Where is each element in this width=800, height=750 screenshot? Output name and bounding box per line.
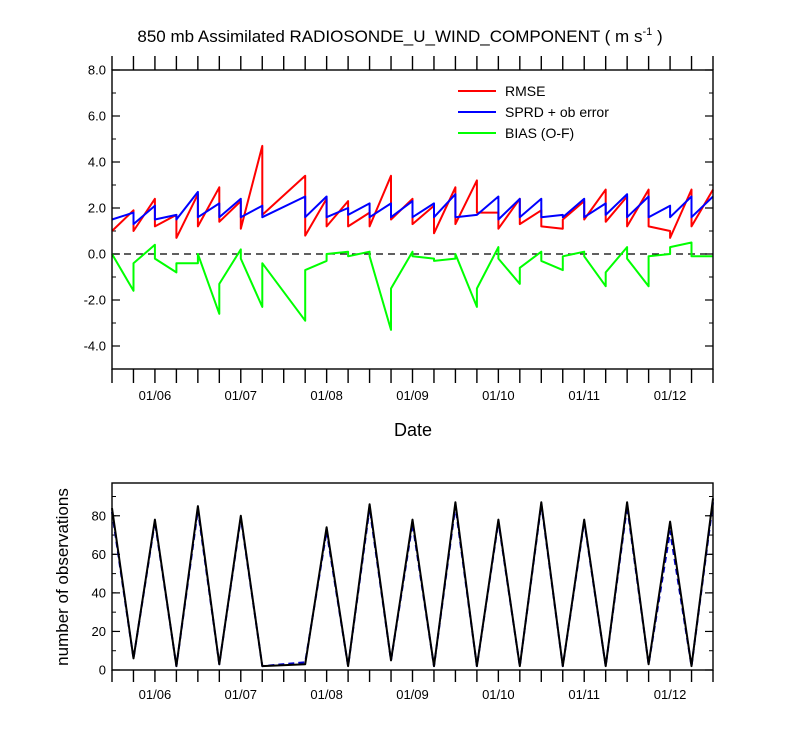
plot-frame [111,482,714,671]
y-tick-label: 40 [92,585,106,600]
chart-title: 850 mb Assimilated RADIOSONDE_U_WIND_COM… [137,26,662,46]
x-tick-label: 01/10 [482,388,515,403]
y-tick-label: 6.0 [88,109,106,124]
x-tick-label: 01/11 [568,388,600,403]
x-tick-label: 01/06 [139,687,172,702]
y-tick-label: 4.0 [88,155,106,170]
bias-series-line [111,241,713,331]
legend-label: BIAS (O-F) [505,125,574,141]
obs-possible-series-line [111,498,714,668]
y-tick-label: 0.0 [88,247,106,262]
y-tick-label: 0 [99,663,106,678]
x-tick-label: 01/12 [654,687,687,702]
x-tick-label: 01/08 [310,388,343,403]
x-tick-label: 01/11 [568,687,600,702]
top-plot: 8.0 6.0 4.0 2.0 0.0 -2.0 -4.0 01/06 01/07 01/08 01… [84,56,714,403]
y-tick-label: 2.0 [88,201,106,216]
plot-frame [111,69,714,370]
x-tick-label: 01/08 [310,687,343,702]
y-tick-label: -4.0 [84,339,106,354]
x-tick-label: 01/07 [225,388,258,403]
x-tick-label: 01/06 [139,388,172,403]
obs-used-series-line [111,502,714,668]
bottom-y-axis-title: number of observations [53,488,72,666]
y-tick-label: 60 [92,547,106,562]
top-x-axis-title: Date [394,420,432,440]
legend-label: RMSE [505,83,545,99]
bottom-plot: 0 20 40 60 80 01/06 01/07 01/08 01/09 01/10 01/11 0… [92,482,714,702]
y-tick-label: -2.0 [84,293,106,308]
top-legend: RMSE SPRD + ob error BIAS (O-F) [458,83,609,141]
x-tick-label: 01/12 [654,388,687,403]
y-tick-label: 80 [92,508,106,523]
x-tick-label: 01/09 [396,687,429,702]
y-tick-label: 20 [92,624,106,639]
x-tick-label: 01/09 [396,388,429,403]
x-tick-label: 01/07 [225,687,258,702]
x-tick-label: 01/10 [482,687,515,702]
legend-label: SPRD + ob error [505,104,609,120]
sprd-series-line [111,190,714,226]
y-tick-label: 8.0 [88,63,106,78]
rmse-series-line [111,144,714,239]
